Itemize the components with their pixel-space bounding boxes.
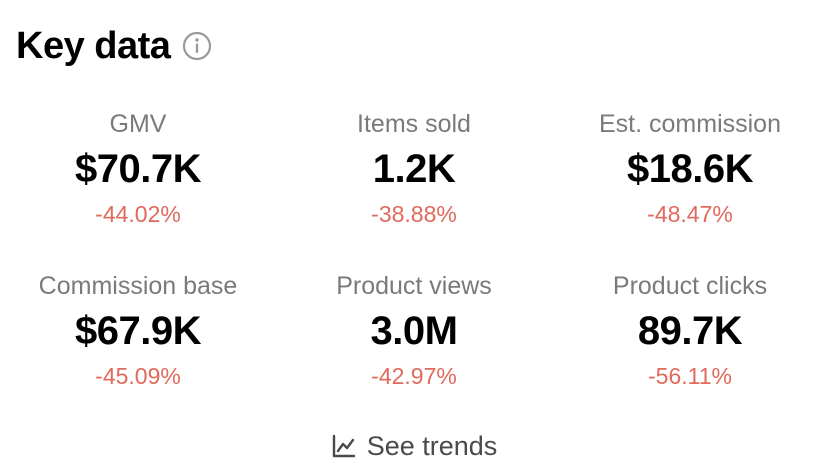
metric-change: -45.09% (95, 363, 181, 389)
see-trends-row: See trends (0, 426, 828, 466)
metric-change: -56.11% (648, 363, 732, 389)
metric-value: 89.7K (637, 309, 743, 353)
metric-change: -44.02% (95, 201, 181, 227)
metric-product-views: Product views 3.0M -42.97% (276, 266, 552, 416)
page-title: Key data (16, 25, 171, 67)
metric-value: 3.0M (370, 309, 458, 353)
metric-value: 1.2K (372, 147, 456, 191)
key-data-header: Key data (16, 22, 212, 70)
metric-change: -42.97% (371, 363, 457, 389)
metric-label: Items sold (357, 110, 471, 138)
line-chart-icon (331, 433, 357, 459)
metric-label: GMV (109, 110, 167, 138)
metric-commission-base: Commission base $67.9K -45.09% (0, 266, 276, 416)
metric-gmv: GMV $70.7K -44.02% (0, 104, 276, 266)
metric-items-sold: Items sold 1.2K -38.88% (276, 104, 552, 266)
metric-value: $67.9K (75, 309, 201, 353)
metric-change: -48.47% (647, 201, 733, 227)
metric-change: -38.88% (371, 201, 457, 227)
see-trends-button[interactable]: See trends (331, 426, 498, 466)
metric-label: Product views (336, 272, 492, 300)
metric-value: $18.6K (627, 147, 753, 191)
metric-est-commission: Est. commission $18.6K -48.47% (552, 104, 828, 266)
metric-label: Est. commission (599, 110, 781, 138)
metric-label: Product clicks (612, 272, 768, 300)
see-trends-label: See trends (366, 431, 498, 461)
metrics-grid: GMV $70.7K -44.02% Items sold 1.2K -38.8… (0, 104, 828, 416)
metric-value: $70.7K (75, 147, 201, 191)
metric-product-clicks: Product clicks 89.7K -56.11% (552, 266, 828, 416)
metric-label: Commission base (38, 272, 238, 300)
info-icon[interactable] (182, 31, 212, 61)
